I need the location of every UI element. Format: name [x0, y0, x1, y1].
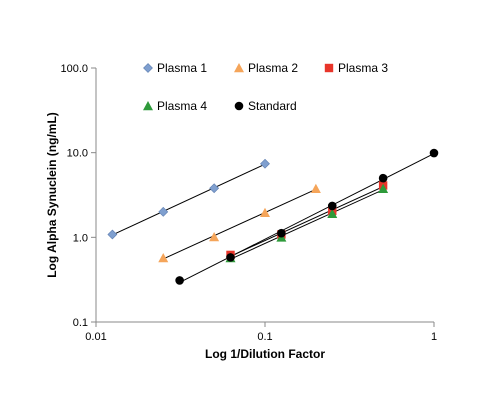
data-point [158, 206, 169, 217]
legend-label: Plasma 1 [157, 61, 207, 75]
legend-item-plasma-2: Plasma 2 [234, 61, 298, 75]
trendline-plasma-4 [230, 189, 384, 260]
legend-marker [143, 63, 153, 73]
y-axis-title: Log Alpha Synuclein (ng/mL) [45, 112, 59, 278]
trendlines [112, 153, 435, 283]
data-point [107, 229, 118, 240]
series-plasma-2 [158, 183, 321, 263]
y-tick-label: 10.0 [67, 148, 88, 160]
legend-item-plasma-1: Plasma 1 [143, 61, 207, 75]
legend-marker [143, 101, 153, 111]
legend-item-plasma-4: Plasma 4 [143, 99, 207, 113]
data-point [209, 183, 220, 194]
y-tick-label: 100.0 [60, 63, 88, 75]
data-point [327, 208, 338, 218]
series-standard [175, 148, 439, 285]
data-point [378, 173, 388, 183]
legend-marker [324, 63, 334, 73]
series-plasma-1 [107, 158, 270, 240]
legend-label: Plasma 4 [157, 99, 207, 113]
trendline-plasma-2 [163, 188, 317, 260]
data-point [175, 276, 184, 285]
data-point [327, 201, 337, 211]
data-point [158, 253, 169, 263]
legend-label: Standard [248, 99, 297, 113]
y-ticks: 0.1 1.0 10.0 100.0 [60, 63, 96, 329]
legend-item-standard: Standard [234, 99, 297, 113]
legend: Plasma 1 Plasma 2 Plasma 3 Plasma 4 Standard [143, 61, 388, 113]
y-tick-label: 1.0 [73, 232, 88, 244]
data-points [107, 148, 439, 285]
x-axis-title: Log 1/Dilution Factor [205, 347, 325, 361]
legend-label: Plasma 2 [248, 61, 298, 75]
data-point [226, 253, 235, 262]
data-point [277, 228, 286, 238]
data-point [260, 207, 270, 218]
x-tick-label: 0.01 [85, 331, 106, 343]
data-point [209, 231, 220, 242]
trendline-plasma-1 [112, 163, 266, 236]
data-point [260, 158, 270, 169]
legend-item-plasma-3: Plasma 3 [324, 61, 388, 75]
x-ticks: 0.01 0.1 1 [85, 322, 437, 343]
trendline-standard [179, 153, 435, 283]
x-tick-label: 1 [431, 331, 437, 343]
data-point [429, 148, 439, 158]
y-tick-label: 0.1 [73, 317, 88, 329]
legend-marker [234, 63, 244, 73]
x-tick-label: 0.1 [257, 331, 272, 343]
legend-label: Plasma 3 [338, 61, 388, 75]
data-point [378, 183, 389, 193]
trendline-plasma-3 [230, 186, 384, 257]
legend-marker [234, 101, 244, 111]
data-point [310, 183, 321, 193]
